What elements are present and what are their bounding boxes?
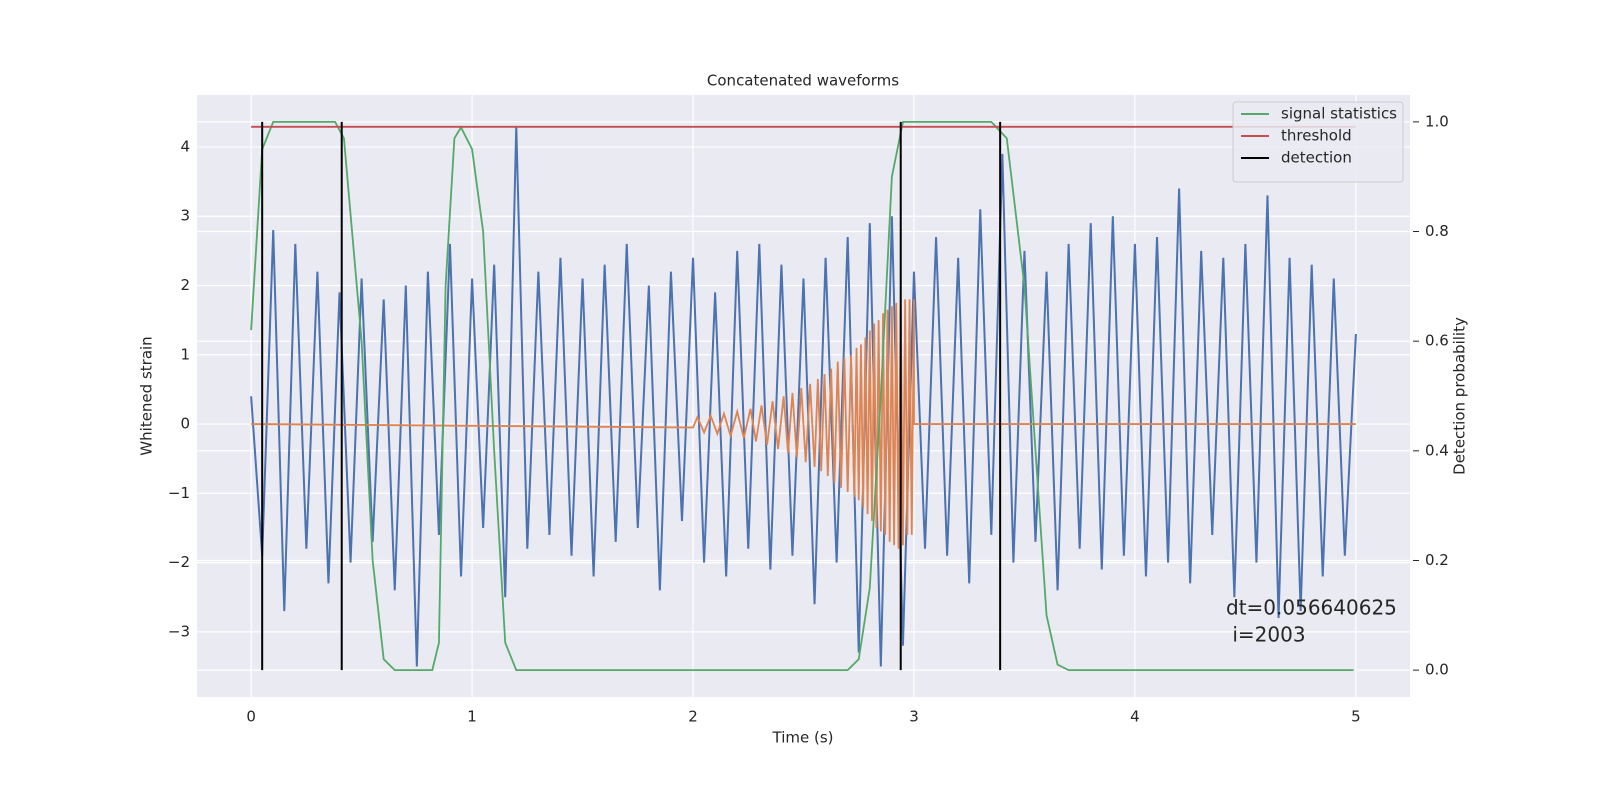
- x-tick-label: 1: [467, 708, 477, 726]
- series-line: [250, 126, 1357, 667]
- y-tick-label: 4: [180, 137, 190, 155]
- annotation: i=2003: [1226, 623, 1306, 647]
- y2-tick-label: 0.6: [1425, 332, 1449, 350]
- y-tick-label: 1: [180, 345, 190, 363]
- series-line: [250, 120, 1354, 672]
- annotation: dt=0.056640625: [1226, 596, 1397, 620]
- x-tick-label: 0: [246, 708, 256, 726]
- y-tick-label: 2: [180, 276, 190, 294]
- y-axis-label: Whitened strain: [138, 336, 156, 455]
- y-tick-label: −2: [168, 553, 190, 571]
- y-tick-label: 0: [180, 415, 190, 433]
- x-axis-label: Time (s): [772, 729, 834, 747]
- y2-axis-label: Detection probability: [1451, 317, 1469, 475]
- y2-tick-label: 0.4: [1425, 441, 1449, 459]
- y2-tick-label: 0.0: [1425, 661, 1449, 679]
- chart-title: Concatenated waveforms: [707, 72, 899, 90]
- y-tick-label: −1: [168, 484, 190, 502]
- legend-box: [1232, 101, 1404, 183]
- y2-tick-label: 0.2: [1425, 551, 1449, 569]
- series-line: [251, 299, 1356, 549]
- legend-label: detection: [1281, 149, 1352, 167]
- x-tick-label: 5: [1351, 708, 1361, 726]
- x-tick-label: 2: [688, 708, 698, 726]
- y2-tick-label: 0.8: [1425, 222, 1449, 240]
- legend-label: threshold: [1281, 127, 1352, 145]
- y-tick-label: 3: [180, 207, 190, 225]
- x-tick-label: 4: [1130, 708, 1140, 726]
- legend-label: signal statistics: [1281, 105, 1397, 123]
- y2-tick-label: 1.0: [1425, 112, 1449, 130]
- x-tick-label: 3: [909, 708, 919, 726]
- y-tick-label: −3: [168, 622, 190, 640]
